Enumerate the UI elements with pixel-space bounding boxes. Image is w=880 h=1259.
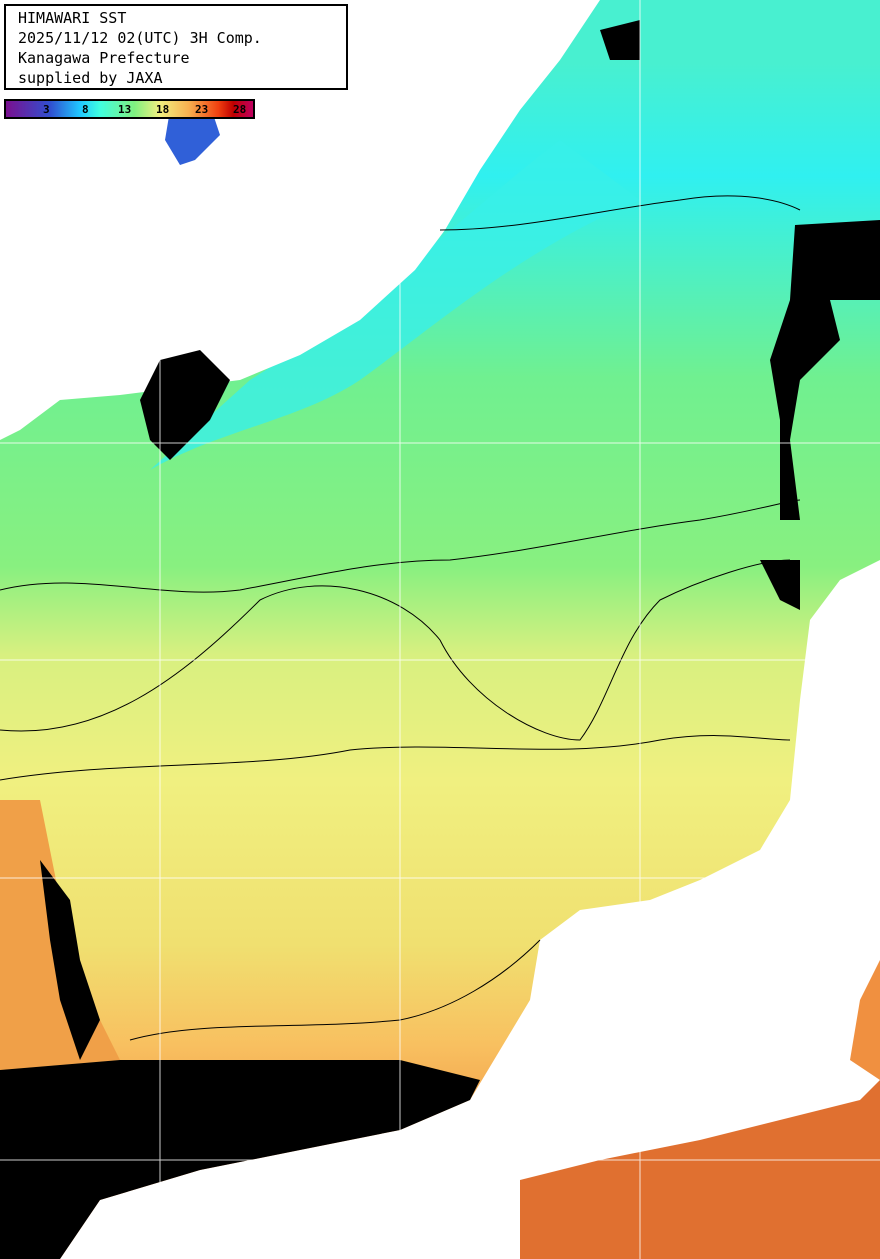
land-east xyxy=(60,560,880,1259)
isotherm-17 xyxy=(0,735,791,781)
isotherm-11 xyxy=(439,195,801,231)
cold-water-region xyxy=(150,140,640,470)
product-title: HIMAWARI SST xyxy=(18,9,127,27)
cloud-northeast xyxy=(770,220,880,520)
isotherm-contours xyxy=(0,195,801,1041)
cloud-northwest xyxy=(140,350,230,460)
data-source: supplied by JAXA xyxy=(18,69,163,87)
map-title-box: HIMAWARI SST 2025/11/12 02(UTC) 3H Comp.… xyxy=(4,4,348,90)
island-cold-patch xyxy=(165,105,220,165)
isotherm-15 xyxy=(0,559,791,741)
timestamp: 2025/11/12 02(UTC) 3H Comp. xyxy=(18,29,262,47)
colorbar-tick: 8 xyxy=(82,103,89,116)
colorbar-tick: 28 xyxy=(233,103,247,116)
isotherm-19 xyxy=(129,939,541,1041)
region-label: Kanagawa Prefecture xyxy=(18,49,190,67)
colorbar-tick: 18 xyxy=(156,103,170,116)
warm-water-east xyxy=(850,960,880,1080)
cloud-north xyxy=(600,20,640,60)
cloud-west xyxy=(40,860,100,1060)
temperature-colorbar: 3 8 13 18 23 28 xyxy=(4,99,255,119)
cloud-east xyxy=(760,560,800,610)
colorbar-tick: 3 xyxy=(43,103,50,116)
colorbar-tick: 23 xyxy=(195,103,209,116)
colorbar-tick: 13 xyxy=(118,103,132,116)
isotherm-13 xyxy=(0,499,801,593)
warm-water-southeast xyxy=(520,1080,880,1259)
